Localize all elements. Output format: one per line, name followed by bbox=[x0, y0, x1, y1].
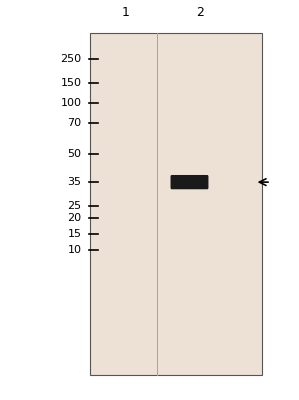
Text: 10: 10 bbox=[67, 245, 81, 255]
Text: 2: 2 bbox=[196, 6, 204, 19]
Bar bbox=[90, 33, 262, 375]
Text: 20: 20 bbox=[67, 213, 81, 223]
Text: 15: 15 bbox=[67, 229, 81, 239]
Text: 150: 150 bbox=[60, 78, 81, 88]
Text: 25: 25 bbox=[67, 201, 81, 211]
Text: 1: 1 bbox=[122, 6, 130, 19]
Text: 100: 100 bbox=[60, 98, 81, 108]
Text: 70: 70 bbox=[67, 118, 81, 128]
Text: 35: 35 bbox=[67, 177, 81, 187]
FancyBboxPatch shape bbox=[170, 175, 208, 189]
Text: 250: 250 bbox=[60, 54, 81, 64]
Text: 50: 50 bbox=[67, 149, 81, 159]
